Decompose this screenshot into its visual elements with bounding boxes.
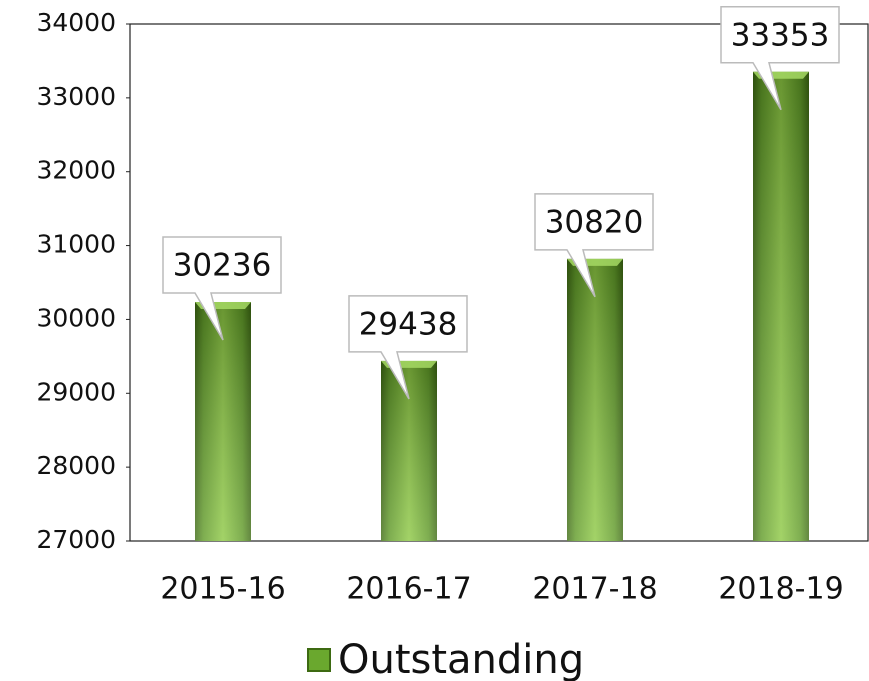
legend-label: Outstanding <box>338 637 584 681</box>
value-label: 33353 <box>731 17 830 53</box>
callout <box>720 6 840 111</box>
callout <box>348 295 468 400</box>
callout <box>534 193 654 298</box>
y-tick-label: 28000 <box>36 451 116 480</box>
x-tick-label: 2017-18 <box>532 572 657 607</box>
x-tick-label: 2016-17 <box>346 572 471 607</box>
x-tick-label: 2018-19 <box>718 572 843 607</box>
bar-shade <box>195 301 251 541</box>
bar-shade <box>567 258 623 541</box>
callout <box>162 236 282 341</box>
y-tick-label: 32000 <box>36 156 116 185</box>
value-label: 30820 <box>545 204 644 240</box>
y-tick-label: 33000 <box>36 82 116 111</box>
y-tick-label: 29000 <box>36 377 116 406</box>
legend-swatch <box>307 648 331 672</box>
x-tick-label: 2015-16 <box>160 572 285 607</box>
value-label: 29438 <box>359 306 458 342</box>
y-tick-label: 30000 <box>36 303 116 332</box>
bar-shade <box>381 360 437 541</box>
value-label: 30236 <box>173 247 272 283</box>
y-tick-label: 27000 <box>36 525 116 554</box>
bar-shade <box>753 71 809 541</box>
y-tick-label: 34000 <box>36 8 116 37</box>
y-tick-label: 31000 <box>36 230 116 259</box>
plot-frame <box>129 23 869 542</box>
